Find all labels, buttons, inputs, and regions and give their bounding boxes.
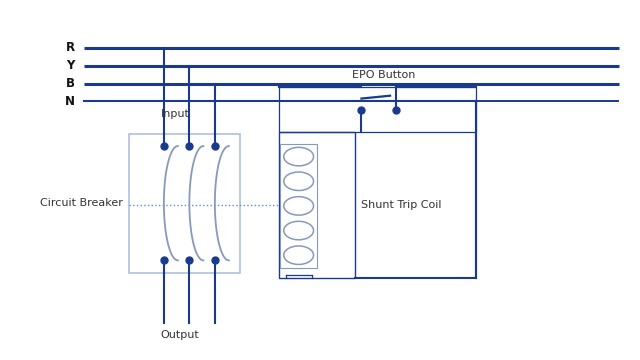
Bar [278, 132, 355, 278]
Text: Input: Input [161, 109, 189, 119]
Bar [278, 87, 476, 132]
Text: B: B [66, 77, 75, 90]
Text: N: N [65, 95, 75, 108]
Text: R: R [65, 41, 75, 54]
Text: Shunt Trip Coil: Shunt Trip Coil [362, 200, 442, 210]
Text: Y: Y [67, 59, 75, 72]
Bar [280, 144, 317, 267]
Text: Circuit Breaker: Circuit Breaker [40, 198, 122, 208]
Text: Output: Output [161, 330, 200, 340]
Bar [129, 134, 241, 273]
Text: EPO Button: EPO Button [352, 70, 415, 80]
